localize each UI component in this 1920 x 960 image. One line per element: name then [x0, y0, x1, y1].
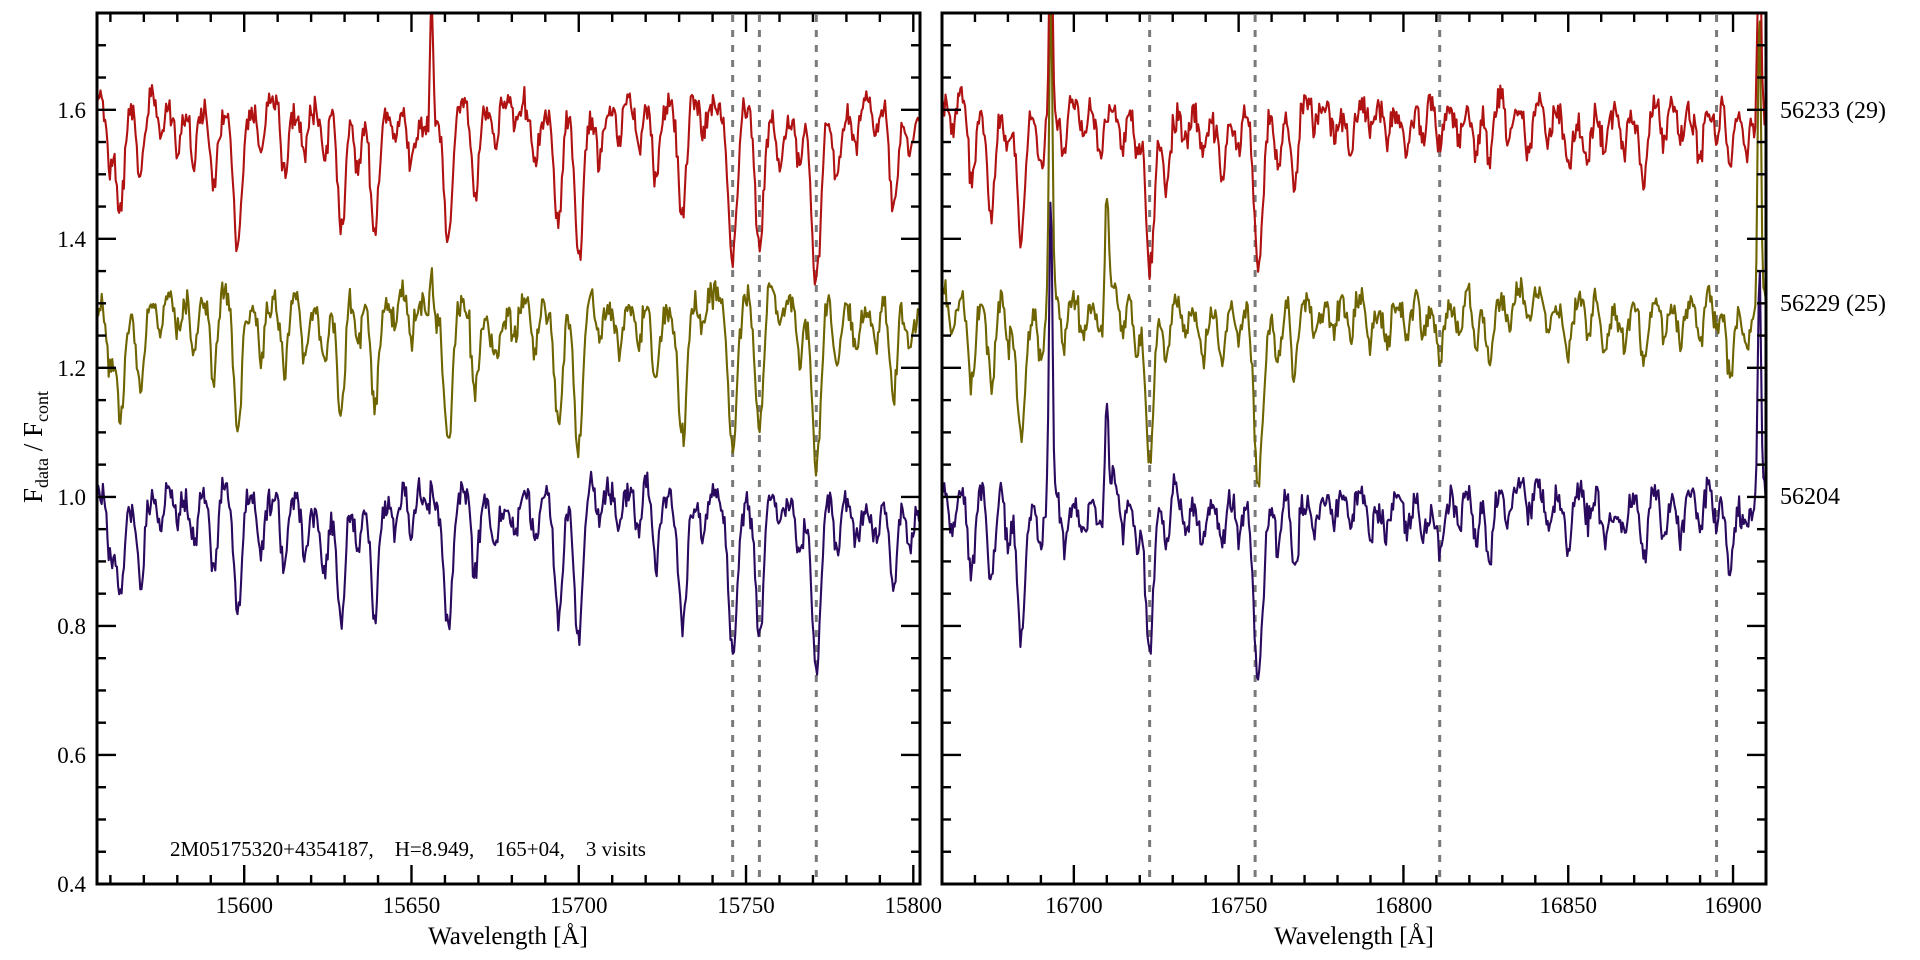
star-annotation: 2M05175320+4354187, H=8.949, 165+04, 3 v…	[170, 837, 646, 861]
y-tick-label: 0.8	[57, 614, 86, 639]
spectra-curves	[98, 14, 1765, 681]
spectrum-group	[943, 14, 1765, 281]
visit-label-56229: 56229 (25)	[1780, 291, 1886, 317]
x-axis-label-right-panel: Wavelength [Å]	[1274, 923, 1434, 950]
x-tick-label: 15600	[215, 893, 273, 918]
spectrum-56233 (29)	[943, 14, 1765, 281]
x-tick-label: 15650	[383, 893, 441, 918]
spectrum-group	[98, 470, 919, 676]
x-tick-label: 16850	[1539, 893, 1597, 918]
y-tick-label: 1.4	[57, 227, 86, 252]
x-tick-label: 15700	[550, 893, 608, 918]
spectrum-56204	[943, 201, 1765, 681]
spectrum-56204	[98, 470, 919, 676]
y-tick-label: 1.0	[57, 485, 86, 510]
y-tick-label: 1.2	[57, 356, 86, 381]
x-tick-label: 16900	[1704, 893, 1762, 918]
visit-label-56233: 56233 (29)	[1780, 98, 1886, 124]
spectrum-56229 (25)	[943, 14, 1765, 488]
spectrum-group	[98, 267, 919, 477]
visit-label-56204: 56204	[1780, 484, 1840, 510]
y-axis-label-f: F	[18, 488, 48, 503]
y-axis-label-sub-data: data	[32, 458, 52, 488]
y-tick-label: 0.6	[57, 743, 86, 768]
panel-frame	[95, 11, 922, 886]
panel-frame	[940, 11, 1768, 886]
y-axis-label-sub-cont: cont	[32, 391, 52, 422]
x-axis-label-left-panel: Wavelength [Å]	[428, 923, 588, 950]
spectrum-group	[943, 201, 1765, 681]
y-axis-label-f2: F	[18, 422, 48, 437]
x-tick-label: 16750	[1210, 893, 1268, 918]
x-tick-label: 15800	[885, 893, 943, 918]
y-tick-label: 1.6	[57, 98, 86, 123]
x-tick-label: 16700	[1045, 893, 1103, 918]
x-tick-label: 16800	[1375, 893, 1433, 918]
y-tick-label: 0.4	[57, 872, 86, 897]
spectrum-group	[943, 14, 1765, 488]
y-axis-label-slash: /	[18, 437, 48, 458]
dashed-line-markers	[731, 15, 1719, 882]
axis-frame-and-ticks	[95, 11, 1768, 886]
spectrum-group	[98, 14, 919, 286]
x-tick-label: 15750	[717, 893, 775, 918]
y-axis-label: Fdata / Fcont	[18, 391, 52, 503]
spectrum-56233 (29)	[98, 14, 919, 286]
tick-labels: 15600 15650 15700 15750 15800 16700 16750 16800…	[57, 98, 1762, 918]
spectrum-56229 (25)	[98, 267, 919, 477]
